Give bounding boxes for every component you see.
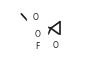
Text: O: O — [53, 41, 59, 50]
Text: O: O — [35, 30, 41, 39]
Text: F: F — [36, 42, 40, 51]
Text: O: O — [32, 13, 38, 22]
